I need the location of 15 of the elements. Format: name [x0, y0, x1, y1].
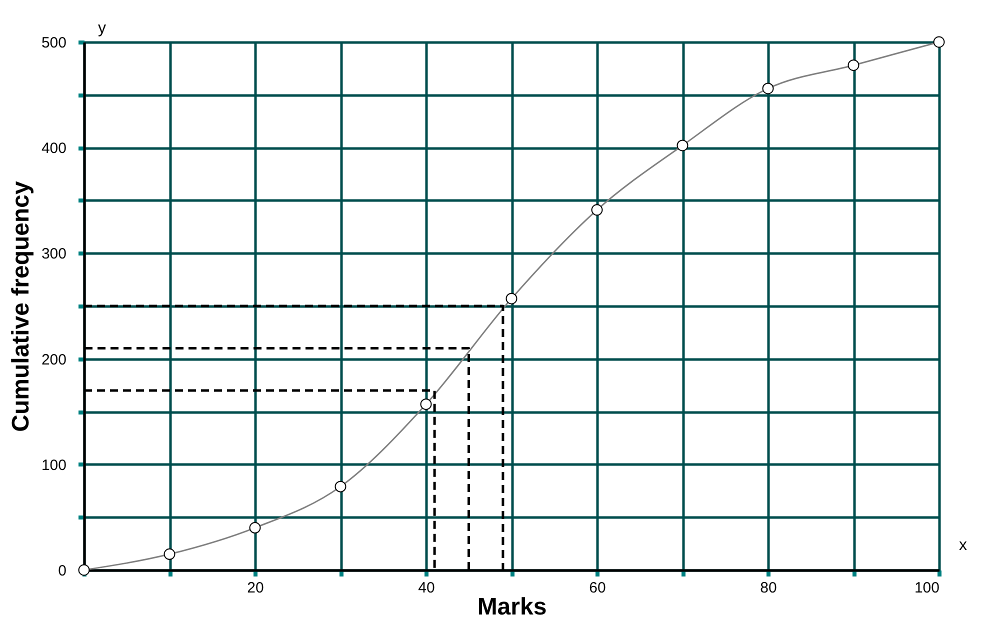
y-tick-label: 500: [41, 34, 66, 52]
x-tick-label: 40: [418, 580, 435, 596]
x-tick-label: 20: [247, 580, 264, 596]
x-axis-title: Marks: [477, 594, 547, 620]
y-tick-label: 200: [41, 351, 66, 368]
y-axis-title: Cumulative frequency: [7, 180, 34, 432]
y-tick-label: 0: [58, 562, 66, 580]
y-tick-label: 300: [41, 246, 66, 263]
x-tick-label: 100: [914, 580, 940, 596]
x-tick-label: 80: [760, 580, 777, 596]
x-tick-label: 60: [589, 580, 606, 596]
text: x: [959, 537, 967, 554]
y-tick-label: 400: [41, 140, 66, 158]
y-tick-label: 100: [41, 456, 66, 474]
text: y: [98, 20, 106, 37]
